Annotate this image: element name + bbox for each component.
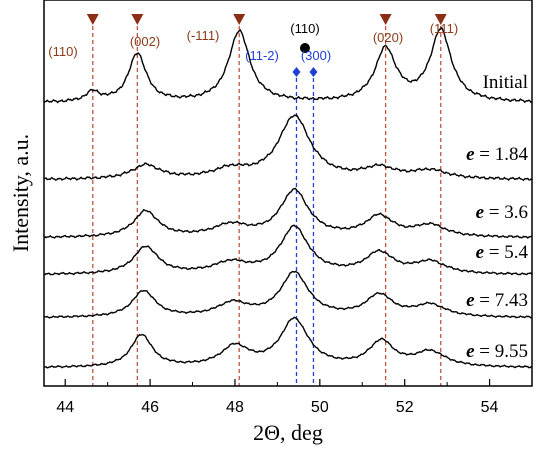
annotation-label-7: (111) [430, 21, 458, 36]
annotation-label-6: (020) [373, 30, 403, 45]
x-tick-label: 50 [311, 399, 329, 416]
diamond-marker-5 [309, 67, 318, 77]
triangle-marker-6 [379, 14, 392, 25]
series-line-2 [43, 187, 533, 239]
annotation-label-3: (110) [290, 21, 319, 36]
triangle-marker-2 [233, 14, 246, 25]
series-labels: Initial e = 1.84 e = 3.6 e = 5.4 e = 7.43 e =… [466, 72, 528, 362]
series-label-2: e = 3.6 [476, 202, 528, 223]
x-tick-label: 48 [226, 399, 244, 416]
x-axis-title: 2Θ, deg [253, 420, 323, 445]
circle-marker-3 [299, 43, 310, 53]
series-line-5 [43, 316, 533, 369]
x-tick-label: 46 [141, 399, 159, 416]
series-label-0: Initial [483, 72, 528, 93]
triangle-marker-1 [131, 14, 144, 25]
annotation-label-5: (300) [301, 48, 331, 63]
series-label-4: e = 7.43 [466, 290, 528, 311]
annotation-label-1: (002) [130, 34, 160, 49]
series-line-3 [43, 224, 533, 276]
x-axis-ticks: 44 46 48 50 52 54 [56, 379, 533, 416]
x-tick-label: 54 [481, 399, 499, 416]
x-tick-label: 52 [396, 399, 414, 416]
series-label-1: e = 1.84 [466, 144, 528, 165]
annotation-label-0: (110) [48, 44, 77, 59]
plot-frame [43, 0, 533, 387]
series-label-3: e = 5.4 [476, 242, 529, 263]
series-line-4 [43, 270, 533, 319]
series-line-1 [43, 114, 533, 182]
annotation-label-2: (-111) [187, 28, 220, 43]
triangle-marker-0 [86, 14, 99, 25]
annotation-markers: (110) (002) (-111) (110) (11-2) (300) (020) (11… [48, 14, 458, 77]
series-label-5: e = 9.55 [466, 341, 528, 362]
triangle-marker-7 [434, 14, 447, 25]
annotation-label-4: (11-2) [245, 48, 279, 63]
series-line-0 [43, 26, 533, 104]
guide-lines [92, 26, 442, 386]
series-curves [43, 26, 533, 369]
x-tick-label: 44 [56, 399, 74, 416]
y-axis-title: Intensity, a.u. [8, 134, 33, 252]
diamond-marker-4 [292, 67, 301, 77]
